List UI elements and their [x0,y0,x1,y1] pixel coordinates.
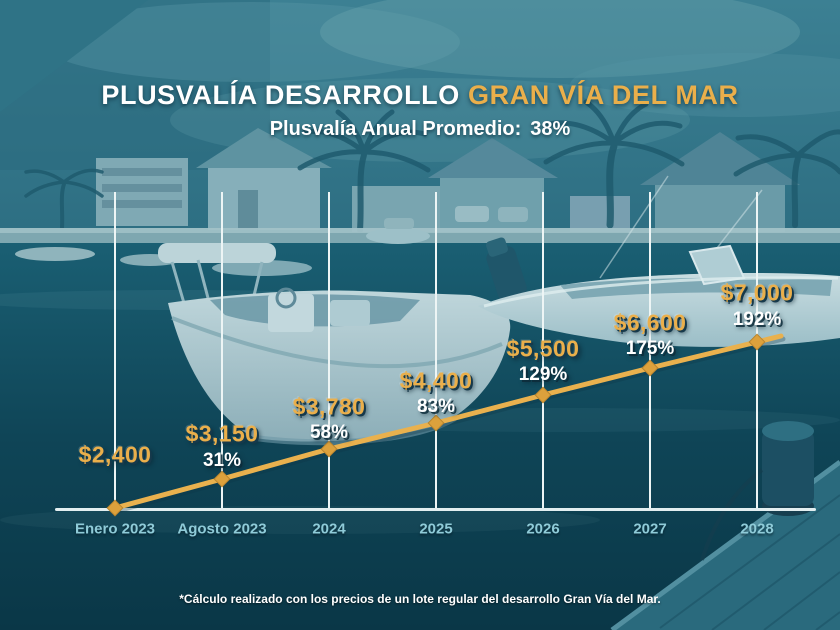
title-part-gold: GRAN VÍA DEL MAR [468,80,739,110]
shore-buildings [96,128,800,232]
data-point-marker [748,333,766,351]
data-point-marker [213,470,231,488]
data-point-marker [320,440,338,458]
palm-trees [24,99,840,233]
grid-line [221,192,223,508]
x-axis-label: Enero 2023 [74,520,156,538]
corner-accent-triangle [0,0,148,112]
footnote: *Cálculo realizado con los precios de un… [179,592,661,606]
percent-label: 31% [202,450,242,471]
chart-subtitle: Plusvalía Anual Promedio: 38% [0,118,840,141]
price-label: $7,000 [720,279,794,306]
price-label: $5,500 [506,335,580,362]
grid-line [435,192,437,508]
grid-line [542,192,544,508]
price-label: $6,600 [613,309,687,336]
boat-right [478,175,840,347]
x-axis-label: 2028 [740,520,774,538]
grid-line [328,192,330,508]
x-axis-line [55,508,816,511]
price-label: $3,150 [185,420,259,447]
subtitle-label: Plusvalía Anual Promedio: [269,118,522,140]
x-axis-label: Agosto 2023 [177,520,267,538]
percent-label: 175% [625,338,675,359]
x-axis-label: 2025 [419,520,453,538]
grid-line [114,192,116,508]
page-title: PLUSVALÍA DESARROLLO GRAN VÍA DEL MAR [0,80,840,111]
price-label: $2,400 [78,441,152,468]
dock [610,421,840,630]
data-point-marker [106,499,124,517]
price-label: $4,400 [399,367,473,394]
price-label: $3,780 [292,393,366,420]
percent-label: 83% [416,396,456,417]
trend-polyline [112,333,784,511]
percent-label: 58% [309,422,349,443]
header: PLUSVALÍA DESARROLLO GRAN VÍA DEL MAR Pl… [0,80,840,141]
data-point-marker [641,359,659,377]
title-part-white: PLUSVALÍA DESARROLLO [101,80,460,110]
grid-line [649,192,651,508]
percent-label: 192% [732,309,782,330]
data-point-marker [534,386,552,404]
x-axis-label: 2027 [633,520,667,538]
percent-label: 129% [518,364,568,385]
data-point-marker [427,414,445,432]
x-axis-label: 2026 [526,520,560,538]
x-axis-label: 2024 [312,520,346,538]
subtitle-value: 38% [530,118,571,140]
